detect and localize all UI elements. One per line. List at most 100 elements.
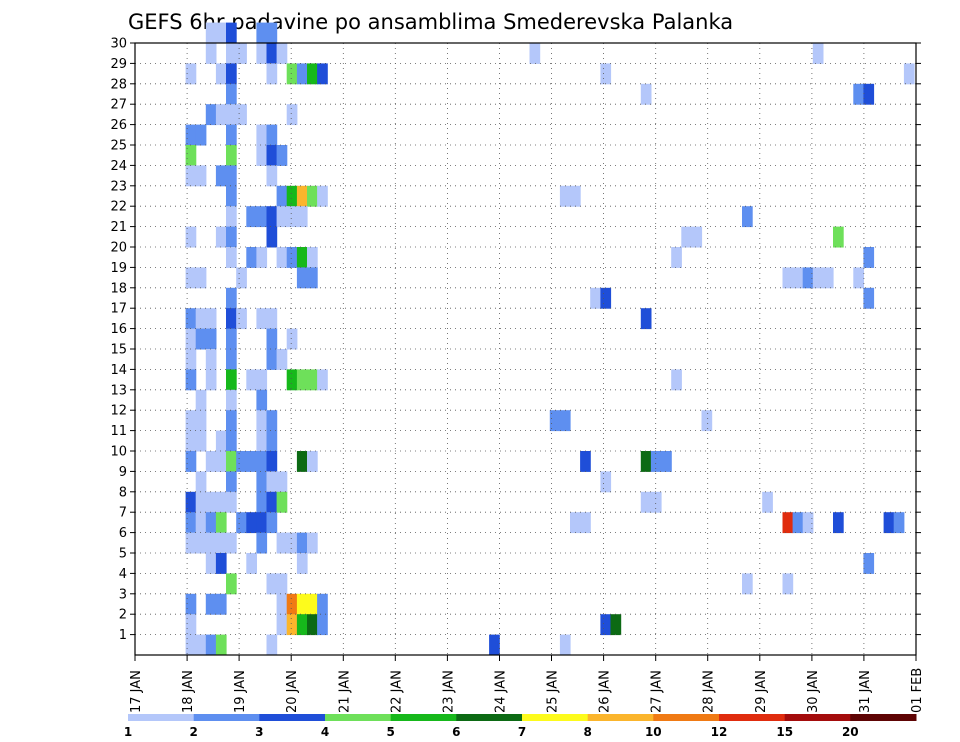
heatmap-cell: [802, 512, 814, 534]
heatmap-cell: [640, 308, 652, 330]
heatmap-cell: [266, 226, 278, 248]
heatmap-cell: [276, 43, 288, 64]
heatmap-cell: [226, 63, 237, 85]
heatmap-cell: [266, 328, 278, 350]
heatmap-cell: [307, 614, 318, 636]
heatmap-cell: [185, 308, 197, 330]
y-tick-label: 28: [110, 77, 127, 92]
heatmap-cell: [286, 104, 298, 126]
heatmap-cell: [256, 410, 268, 432]
heatmap-cell: [246, 369, 257, 391]
heatmap-cell: [266, 206, 278, 228]
heatmap-cell: [185, 165, 197, 187]
x-tick-label: 22 JAN: [389, 670, 404, 713]
heatmap-cell: [266, 430, 278, 452]
heatmap-cell: [195, 267, 207, 289]
heatmap-cell: [226, 471, 237, 493]
heatmap-cell: [256, 430, 268, 452]
y-tick-label: 18: [110, 281, 127, 296]
heatmap-cell: [185, 593, 197, 615]
heatmap-cell: [762, 491, 773, 513]
heatmap-cell: [276, 491, 288, 513]
heatmap-cell: [195, 308, 207, 330]
heatmap-cell: [782, 573, 794, 595]
heatmap-cell: [853, 267, 864, 289]
x-tick-label: 20 JAN: [285, 670, 300, 713]
heatmap-cell: [833, 512, 844, 534]
heatmap-cell: [812, 43, 824, 64]
y-tick-label: 1: [119, 628, 127, 643]
legend-label: 1: [124, 725, 132, 739]
heatmap-cell: [317, 593, 328, 615]
heatmap-cell: [205, 553, 217, 574]
heatmap-cell: [226, 83, 237, 105]
legend-swatch: [587, 714, 654, 721]
heatmap-cell: [317, 614, 328, 636]
y-tick-label: 26: [110, 118, 127, 133]
heatmap-cell: [195, 471, 207, 493]
y-tick-label: 23: [110, 179, 127, 194]
heatmap-cell: [195, 430, 207, 452]
heatmap-cell: [792, 512, 804, 534]
heatmap-cell: [226, 145, 237, 166]
x-tick-label: 27 JAN: [650, 670, 665, 713]
heatmap-cell: [205, 43, 217, 64]
heatmap-cell: [215, 512, 227, 534]
y-tick-label: 7: [119, 506, 127, 521]
heatmap-cell: [215, 165, 227, 187]
heatmap-cell: [266, 491, 278, 513]
heatmap-cell: [215, 226, 227, 248]
y-tick-label: 14: [110, 363, 127, 378]
legend-swatch: [325, 714, 392, 721]
y-tick-label: 3: [119, 587, 127, 602]
heatmap-cell: [205, 532, 217, 554]
y-tick-label: 4: [119, 567, 127, 582]
x-tick-label: 31 JAN: [858, 670, 873, 713]
x-tick-label: 24 JAN: [494, 670, 509, 713]
y-tick-label: 25: [110, 139, 127, 154]
heatmap-cell: [307, 247, 318, 268]
y-tick-label: 8: [119, 485, 127, 500]
heatmap-cell: [802, 267, 814, 289]
heatmap-cell: [307, 451, 318, 472]
y-tick-label: 13: [110, 383, 127, 398]
heatmap-cell: [226, 308, 237, 330]
x-tick-label: 29 JAN: [754, 670, 769, 713]
heatmap-cell: [559, 634, 571, 656]
x-tick-label: 26 JAN: [598, 670, 613, 713]
heatmap-cell: [307, 532, 318, 554]
heatmap-cell: [256, 471, 268, 493]
heatmap-cell: [246, 553, 257, 574]
heatmap-cell: [266, 573, 278, 595]
color-legend: 1 2 3 4 5 6 7 8 10 12 15 20: [124, 714, 917, 739]
heatmap-cell: [286, 247, 298, 268]
heatmap-cell: [590, 287, 601, 309]
heatmap-cell: [296, 532, 308, 554]
heatmap-cell: [489, 634, 500, 656]
y-tick-label: 16: [110, 322, 127, 337]
heatmap-cell: [185, 145, 197, 166]
heatmap-cell: [600, 63, 612, 85]
cells-layer: [185, 22, 915, 656]
y-tick-label: 12: [110, 404, 127, 419]
legend-label: 20: [842, 725, 859, 739]
heatmap-cell: [570, 512, 581, 534]
heatmap-cell: [276, 614, 288, 636]
heatmap-cell: [307, 185, 318, 207]
heatmap-cell: [529, 43, 541, 64]
heatmap-cell: [185, 512, 197, 534]
heatmap-cell: [205, 451, 217, 472]
heatmap-cell: [185, 267, 197, 289]
heatmap-cell: [893, 512, 905, 534]
heatmap-cell: [863, 287, 875, 309]
heatmap-cell: [226, 185, 237, 207]
heatmap-cell: [266, 22, 278, 44]
heatmap-cell: [205, 593, 217, 615]
heatmap-cell: [226, 451, 237, 472]
heatmap-cell: [276, 532, 288, 554]
heatmap-cell: [610, 614, 622, 636]
y-tick-label: 10: [110, 445, 127, 460]
heatmap-cell: [236, 267, 247, 289]
heatmap-cell: [266, 43, 278, 64]
heatmap-cell: [226, 349, 237, 370]
